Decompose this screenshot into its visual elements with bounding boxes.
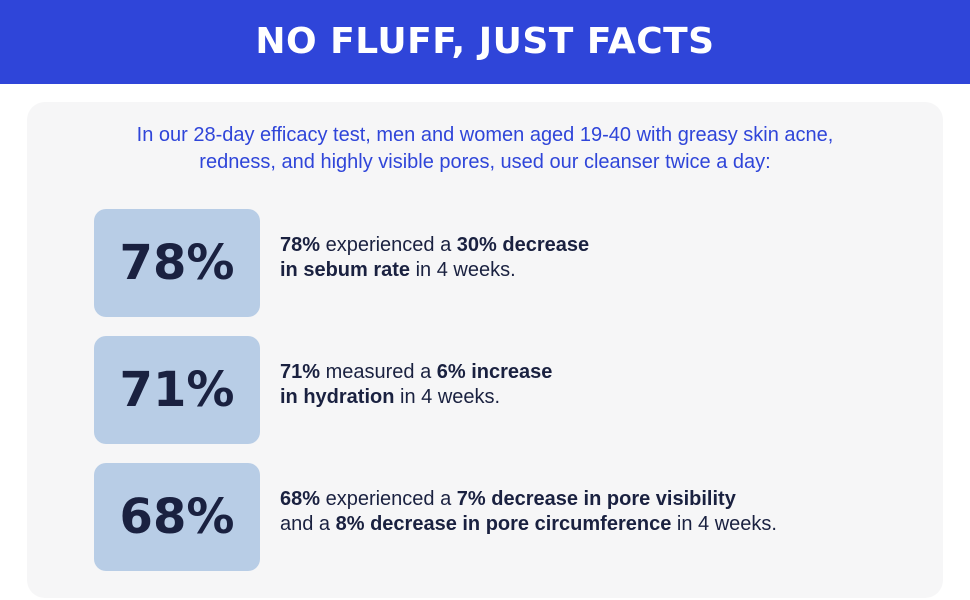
stat-percent-box: 78% [94,209,260,317]
stat-text-bold: in hydration [280,386,395,408]
stat-description-line: and a 8% decrease in pore circumference … [280,512,910,537]
stat-percent-box: 68% [94,463,260,571]
stat-percent-value: 68% [119,489,235,545]
stat-text-bold: 7% decrease in pore visibility [456,488,736,510]
stat-row-78: 78% 78% experienced a 30% decrease in se… [94,209,914,317]
facts-panel: In our 28-day efficacy test, men and wom… [27,102,943,598]
stat-description-line: 78% experienced a 30% decrease [280,233,910,258]
stat-row-71: 71% 71% measured a 6% increase in hydrat… [94,336,914,444]
stat-percent-box: 71% [94,336,260,444]
stat-text-regular: in 4 weeks. [671,513,777,535]
stat-text-bold: 6% increase [436,361,553,383]
stat-description-line: 68% experienced a 7% decrease in pore vi… [280,487,910,512]
stat-text-bold: in sebum rate [280,259,411,281]
stat-description-line: in sebum rate in 4 weeks. [280,258,910,283]
stat-text-regular: experienced a [320,234,457,256]
page-title: NO FLUFF, JUST FACTS [255,21,715,62]
header-banner: NO FLUFF, JUST FACTS [0,0,970,84]
stat-description: 68% experienced a 7% decrease in pore vi… [280,487,910,537]
stat-text-regular: in 4 weeks. [410,259,516,281]
stat-text-regular: and a [280,513,336,535]
stat-description-line: 71% measured a 6% increase [280,360,910,385]
stat-percent-value: 71% [119,362,235,418]
stat-text-bold: 71% [280,361,321,383]
intro-line: In our 28-day efficacy test, men and wom… [136,124,834,146]
stat-text-regular: measured a [320,361,437,383]
stat-text-regular: in 4 weeks. [394,386,501,408]
intro-line: redness, and highly visible pores, used … [199,151,771,173]
stat-percent-value: 78% [119,235,235,291]
stat-text-regular: experienced a [320,488,457,510]
stat-text-bold: 68% [280,488,321,510]
stat-description: 78% experienced a 30% decrease in sebum … [280,233,910,283]
stat-text-bold: 78% [280,234,321,256]
stat-description: 71% measured a 6% increase in hydration … [280,360,910,410]
stat-row-68: 68% 68% experienced a 7% decrease in por… [94,463,914,571]
intro-text: In our 28-day efficacy test, men and wom… [27,122,943,176]
stat-text-bold: 30% decrease [456,234,590,256]
stat-text-bold: 8% decrease in pore circumference [335,513,672,535]
stat-description-line: in hydration in 4 weeks. [280,385,910,410]
